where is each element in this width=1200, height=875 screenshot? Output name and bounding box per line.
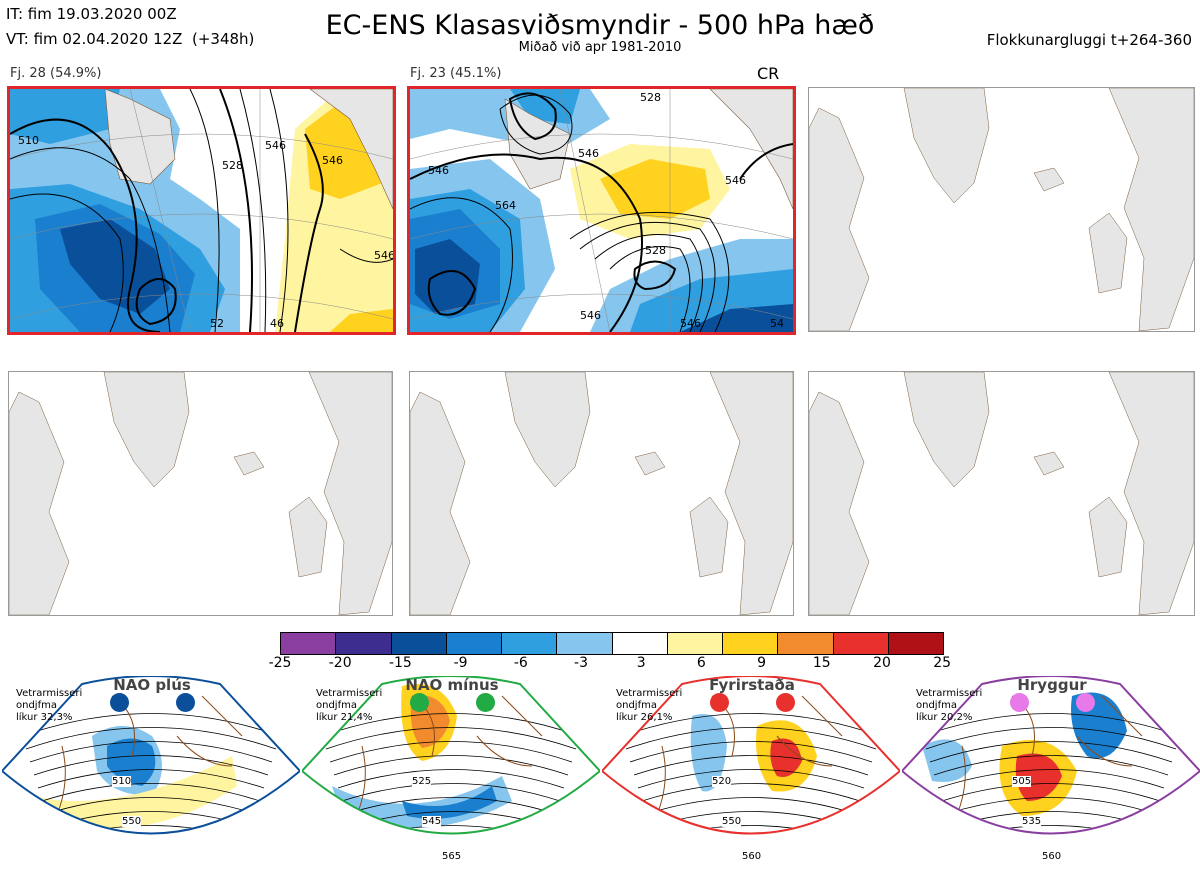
regime-panel — [600, 675, 902, 871]
regime-panel — [0, 675, 302, 871]
contour-label: 546 — [578, 147, 599, 160]
regime-contour-label: 560 — [1042, 851, 1062, 862]
colorbar-tick-label: 6 — [696, 655, 706, 671]
contour-label: 546 — [322, 154, 343, 167]
colorbar-segment — [832, 633, 888, 654]
colorbar-tick-label: -15 — [388, 655, 412, 671]
cluster-map-1-graphic: 510 528 546 546 546 52 46 — [10, 89, 393, 332]
colorbar-tick-label: 9 — [757, 655, 767, 671]
colorbar-tick-label: -6 — [513, 655, 528, 671]
colorbar — [280, 632, 944, 655]
base-map — [809, 88, 1194, 331]
colorbar-segment — [777, 633, 833, 654]
colorbar-segment — [887, 633, 943, 654]
colorbar-tick-label: 20 — [873, 655, 891, 671]
regime-map — [600, 675, 902, 835]
colorbar-segment — [390, 633, 446, 654]
contour-label: 546 — [374, 249, 393, 262]
colorbar-segment — [445, 633, 501, 654]
regime-contour-label: 525 — [412, 776, 432, 787]
valid-time: VT: fim 02.04.2020 12Z (+348h) — [6, 30, 255, 48]
contour-label: 54 — [770, 317, 784, 330]
contour-label: 528 — [222, 159, 243, 172]
cluster-map-6[interactable] — [808, 371, 1195, 616]
regime-marker-dot — [176, 693, 195, 712]
regime-marker-dot — [410, 693, 429, 712]
control-run-tag: CR — [757, 64, 780, 83]
colorbar-labels: -25 -20 -15 -9 -6 -3 3 6 9 15 20 25 — [269, 655, 952, 673]
panel-1-label: Fj. 28 (54.9%) — [10, 66, 102, 81]
regime-title: Fyrirstaða — [709, 676, 795, 694]
colorbar-segment — [611, 633, 667, 654]
regime-contour-label: 510 — [112, 776, 132, 787]
contour-label: 528 — [645, 244, 666, 257]
contour-label: 546 — [725, 174, 746, 187]
cluster-map-5[interactable] — [409, 371, 794, 616]
colorbar-tick-label: -25 — [268, 655, 292, 671]
colorbar-segment — [666, 633, 722, 654]
contour-label: 52 — [210, 317, 224, 330]
contour-label: 528 — [640, 91, 661, 104]
panel-2-label: Fj. 23 (45.1%) — [410, 66, 502, 81]
cluster-map-2-graphic: 546 564 546 528 546 546 528 54 546 — [410, 89, 793, 332]
regime-marker-dot — [1076, 693, 1095, 712]
colorbar-segment — [501, 633, 557, 654]
colorbar-tick-label: 3 — [636, 655, 646, 671]
colorbar-tick-label: -9 — [453, 655, 468, 671]
page-subtitle: Miðað við apr 1981-2010 — [518, 40, 682, 55]
contour-label: 546 — [580, 309, 601, 322]
colorbar-segment — [556, 633, 612, 654]
colorbar-tick-label: 15 — [812, 655, 831, 671]
cluster-map-4[interactable] — [8, 371, 393, 616]
colorbar-segment — [722, 633, 778, 654]
base-map — [410, 372, 793, 615]
regime-contour-label: 545 — [422, 816, 442, 827]
base-map — [9, 372, 392, 615]
classification-window: Flokkunargluggi t+264-360 — [986, 31, 1192, 49]
contour-label: 546 — [428, 164, 449, 177]
colorbar-tick-label: -3 — [574, 655, 588, 671]
page-title: EC-ENS Klasasviðsmyndir - 500 hPa hæð — [325, 10, 875, 41]
regime-map — [300, 675, 602, 835]
regime-contour-label: 550 — [722, 816, 742, 827]
regime-probability-note: Vetrarmisseri ondjfma líkur 20,2% — [916, 688, 983, 723]
base-map — [809, 372, 1194, 615]
regime-marker-dot — [476, 693, 495, 712]
regime-title: Hryggur — [1017, 676, 1087, 694]
regime-title: NAO mínus — [405, 676, 499, 694]
regime-marker-dot — [710, 693, 729, 712]
regime-panel — [900, 675, 1200, 871]
initial-time: IT: fim 19.03.2020 00Z — [6, 5, 177, 23]
regime-contour-label: 505 — [1012, 776, 1032, 787]
contour-label: 510 — [18, 134, 39, 147]
regime-title: NAO plús — [113, 676, 191, 694]
regime-contour-label: 560 — [742, 851, 762, 862]
regime-marker-dot — [776, 693, 795, 712]
cluster-map-3[interactable] — [808, 87, 1195, 332]
contour-label: 546 — [680, 317, 701, 330]
cluster-map-1[interactable]: 510 528 546 546 546 52 46 — [7, 86, 396, 335]
contour-label: 46 — [270, 317, 284, 330]
regime-contour-label: 565 — [442, 851, 462, 862]
colorbar-tick-label: -20 — [328, 655, 352, 671]
colorbar-segment — [335, 633, 391, 654]
regime-marker-dot — [110, 693, 129, 712]
contour-label: 546 — [265, 139, 286, 152]
regime-map — [0, 675, 302, 835]
colorbar-tick-label: 25 — [933, 655, 952, 671]
regime-contour-label: 535 — [1022, 816, 1042, 827]
regime-marker-dot — [1010, 693, 1029, 712]
regime-map — [900, 675, 1200, 835]
regime-probability-note: Vetrarmisseri ondjfma líkur 21,4% — [316, 688, 383, 723]
colorbar-segment — [281, 633, 336, 654]
regime-panel — [300, 675, 602, 871]
cluster-map-2[interactable]: 546 564 546 528 546 546 528 54 546 — [407, 86, 796, 335]
contour-label: 564 — [495, 199, 516, 212]
regime-contour-label: 550 — [122, 816, 142, 827]
regime-probability-note: Vetrarmisseri ondjfma líkur 26,1% — [616, 688, 683, 723]
regime-probability-note: Vetrarmisseri ondjfma líkur 32,3% — [16, 688, 83, 723]
regime-contour-label: 520 — [712, 776, 732, 787]
